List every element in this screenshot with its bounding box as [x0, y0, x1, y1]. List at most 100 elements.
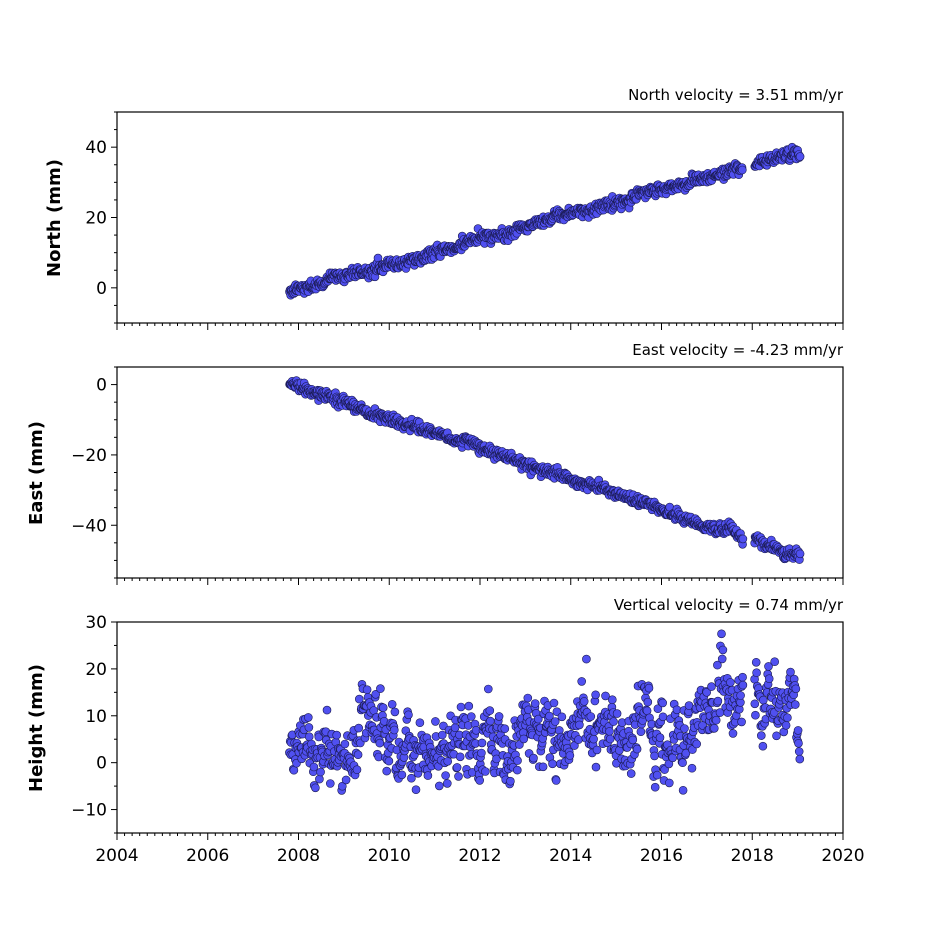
data-point [325, 779, 335, 788]
data-point [678, 758, 687, 768]
data-point [442, 779, 452, 788]
data-point [515, 740, 524, 749]
data-point [652, 770, 662, 780]
data-point [341, 775, 351, 785]
data-point [512, 765, 522, 775]
x-tick-label: 2016 [640, 846, 683, 866]
data-point [483, 684, 493, 694]
east-y-axis-label: East (mm) [26, 421, 47, 525]
data-point [545, 711, 554, 721]
data-point [591, 690, 600, 700]
data-point [337, 781, 347, 791]
data-point [794, 738, 803, 748]
data-point [551, 776, 561, 785]
data-point [791, 684, 801, 694]
data-point [437, 730, 447, 740]
data-point [492, 754, 501, 764]
data-point [523, 693, 533, 703]
panel-east: East velocity = -4.23 mm/yr East (mm) 0 −… [26, 341, 844, 585]
data-point [384, 756, 394, 766]
data-point [538, 762, 548, 772]
data-point [751, 710, 760, 720]
data-point [781, 720, 791, 730]
panel-north: North velocity = 3.51 mm/yr North (mm) 0… [44, 86, 844, 330]
data-point [575, 720, 584, 730]
data-point [591, 762, 601, 772]
north-panel-title: North velocity = 3.51 mm/yr [628, 86, 844, 104]
data-point [592, 745, 602, 755]
data-point [552, 707, 562, 717]
data-point [415, 718, 425, 728]
data-point [456, 702, 466, 712]
data-point [371, 689, 381, 699]
data-point [322, 705, 332, 715]
data-point [557, 712, 567, 722]
data-point [692, 739, 702, 749]
data-point [530, 699, 540, 708]
data-point [548, 759, 557, 769]
data-point [709, 723, 719, 733]
data-point [750, 699, 760, 709]
data-point [736, 691, 745, 700]
y-tick-label: 40 [85, 138, 107, 158]
data-point [605, 734, 615, 744]
x-tick-label: 2020 [821, 846, 864, 866]
data-point [713, 660, 722, 670]
x-tick-label: 2012 [458, 846, 501, 866]
data-point [376, 684, 385, 693]
data-point [738, 680, 748, 690]
data-point [353, 750, 363, 760]
data-point [314, 732, 324, 742]
east-points [285, 376, 805, 564]
data-point [464, 701, 474, 711]
data-point [790, 700, 800, 709]
data-point [303, 713, 313, 722]
data-point [664, 778, 674, 788]
data-point [533, 714, 543, 724]
data-point [565, 751, 575, 760]
y-tick-label: 20 [85, 209, 107, 229]
data-point [605, 727, 614, 736]
data-point [681, 748, 691, 758]
east-plot-frame [116, 366, 844, 579]
north-y-axis-label: North (mm) [44, 159, 65, 277]
data-point [340, 739, 350, 749]
data-point [315, 774, 324, 784]
data-point [477, 738, 487, 748]
data-point [658, 712, 668, 722]
data-point [579, 697, 589, 706]
data-point [770, 657, 780, 667]
data-point [441, 771, 450, 780]
data-point [783, 713, 792, 723]
data-point [589, 734, 598, 744]
data-point [443, 756, 453, 766]
y-tick-label: −20 [71, 446, 107, 466]
data-point [477, 748, 486, 758]
data-point [434, 781, 444, 791]
data-point [711, 715, 721, 725]
y-tick-label: 20 [85, 660, 107, 680]
data-point [717, 629, 726, 639]
data-point [549, 698, 559, 708]
panel-height: Vertical velocity = 0.74 mm/yr Height (m… [26, 596, 865, 866]
x-tick-label: 2014 [549, 846, 592, 866]
data-point [786, 667, 795, 677]
height-y-axis-label: Height (mm) [26, 664, 47, 792]
height-panel-title: Vertical velocity = 0.74 mm/yr [614, 596, 844, 614]
data-point [387, 699, 397, 709]
data-point [717, 654, 727, 664]
data-point [795, 754, 805, 764]
data-point [737, 717, 746, 727]
data-point [450, 723, 460, 733]
data-point [404, 710, 413, 720]
data-point [389, 725, 399, 735]
east-ticks: 0 −20 −40 [71, 366, 844, 585]
data-point [378, 703, 388, 713]
y-tick-label: 0 [96, 754, 107, 774]
data-point [752, 668, 761, 678]
north-points [285, 142, 805, 300]
data-point [352, 765, 362, 775]
data-point [586, 712, 596, 721]
data-point [354, 723, 364, 733]
